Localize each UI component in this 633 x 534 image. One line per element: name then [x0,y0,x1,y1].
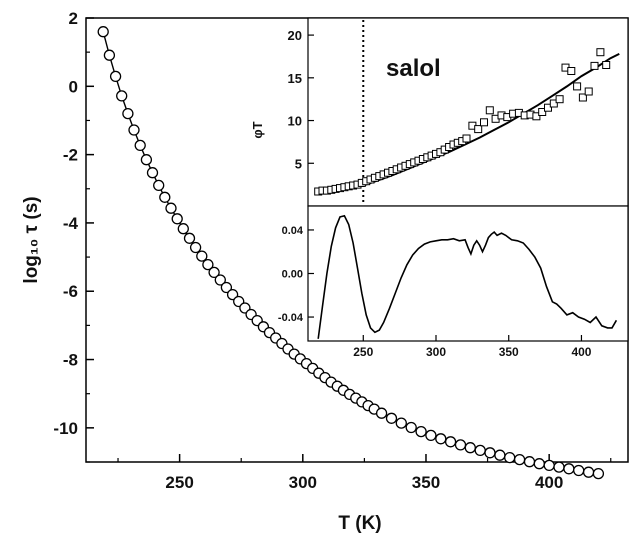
data-point [226,288,239,301]
data-point [109,70,122,83]
x-tick-label: 250 [165,473,193,492]
data-point [533,458,545,470]
data-point [504,451,516,464]
inset-top-point [474,125,483,134]
y-tick-label: 0 [69,77,78,96]
y-tick-label: 2 [69,9,78,28]
inset-top-plot: 5 10 15 20 salol φT [250,17,629,207]
data-point [134,139,146,152]
inset-bottom-frame [307,205,629,342]
inset-bottom-x-tick-label: 300 [426,345,446,359]
data-point [484,447,496,459]
data-point [454,439,467,451]
inset-top-point [480,118,488,127]
data-point [146,167,159,179]
inset-top-y-tick-label: 15 [288,71,302,86]
data-point [159,191,171,203]
data-point [220,281,233,294]
y-tick-label: -10 [53,419,78,438]
inset-top-point [544,103,552,112]
data-point [385,412,398,424]
main-points [97,26,605,480]
inset-top-point [485,106,494,115]
inset-top-frame [307,17,629,207]
data-point [375,407,388,419]
data-point [553,461,565,473]
inset-top-points [314,48,611,196]
data-point [189,241,202,254]
inset-bottom-y-tick-label: 0.04 [282,225,304,237]
data-point [543,459,555,472]
data-point [415,425,427,438]
data-point [153,179,165,192]
inset-top-ticks: 5 10 15 20 [288,28,314,171]
data-point [122,107,134,120]
inset-bottom-curve [317,214,618,339]
y-tick-label: -4 [63,214,79,233]
inset-bottom-plot: 0.04 0.00 -0.04 250 300 350 400 [278,205,629,359]
inset-top-point [584,87,593,96]
data-point [103,49,116,61]
inset-top-point [549,99,558,108]
data-point [523,456,536,468]
inset-top-point [532,112,541,121]
data-point [425,429,437,442]
data-point [171,213,183,225]
y-tick-label: -2 [63,146,78,165]
inset-bottom-x-tick-label: 250 [353,345,373,359]
data-point [582,466,595,478]
inset-annotation: salol [386,55,441,82]
data-point [395,417,407,429]
x-axis-title: T (K) [338,513,381,534]
inset-bottom-y-tick-label: 0.00 [282,269,303,281]
inset-bottom-x-tick-label: 350 [499,345,519,359]
data-point [177,223,189,235]
x-tick-label: 300 [289,473,317,492]
data-point [435,433,447,445]
data-point [592,467,605,480]
data-point [474,444,486,457]
data-point [444,436,457,448]
inset-top-point [596,48,605,57]
inset-top-point [578,93,587,102]
inset-top-y-tick-label: 5 [295,156,302,171]
data-point [97,26,109,38]
data-point [573,464,585,477]
inset-top-point [538,108,547,116]
data-point [140,154,153,166]
inset-top-point [462,134,471,143]
inset-top-point [590,61,599,70]
x-tick-label: 400 [535,473,563,492]
inset-top-point [555,95,564,104]
inset-top-y-axis-title: φT [250,121,265,138]
data-point [128,124,140,136]
y-tick-label: -8 [63,351,78,370]
x-tick-label: 350 [412,473,440,492]
data-point [464,442,476,454]
inset-bottom-y-tick-label: -0.04 [278,312,304,324]
y-axis-title: log₁₀ τ (s) [21,196,42,283]
data-point [196,250,208,262]
data-point [183,232,196,244]
inset-bottom-x-tick-label: 400 [571,345,591,359]
inset-top-point [602,61,611,69]
data-point [214,274,226,286]
data-point [494,449,506,461]
y-tick-label: -6 [63,282,78,301]
data-point [116,90,128,102]
data-point [405,421,417,434]
data-point [165,202,177,214]
data-point [208,266,220,279]
inset-top-point [573,82,582,91]
data-point [563,463,575,475]
inset-bottom-ticks: 0.04 0.00 -0.04 250 300 350 400 [278,225,592,359]
inset-top-y-tick-label: 10 [288,114,302,129]
inset-top-point [567,67,576,75]
inset-top-y-tick-label: 20 [288,28,302,43]
data-point [202,258,214,271]
data-point [513,453,526,466]
